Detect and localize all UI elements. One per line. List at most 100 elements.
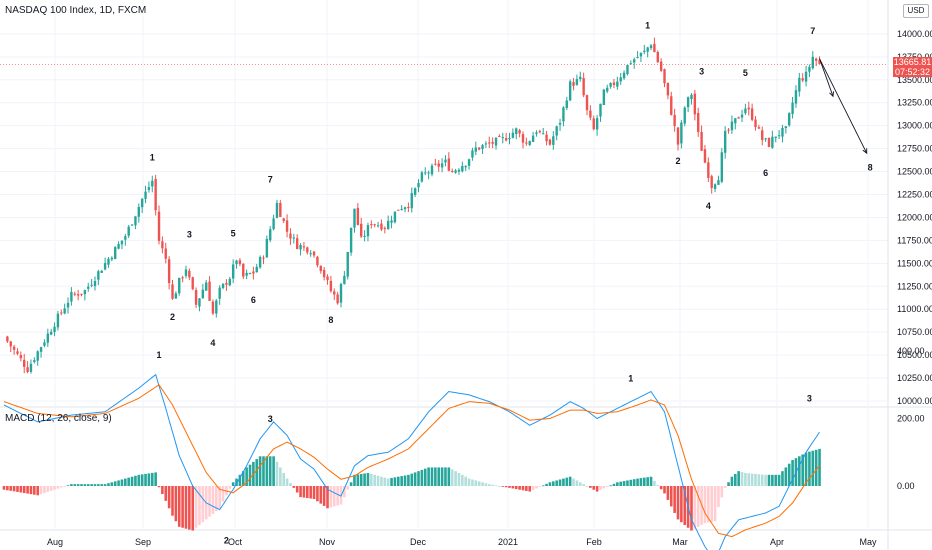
- candle: [481, 143, 484, 155]
- candle: [134, 216, 137, 230]
- candle: [43, 339, 46, 348]
- candle: [477, 147, 481, 151]
- histogram-bar: [582, 484, 585, 486]
- histogram-bar: [444, 467, 447, 486]
- histogram-bar: [646, 477, 649, 486]
- candle: [781, 124, 784, 143]
- histogram-bar: [302, 486, 306, 498]
- candle: [420, 170, 424, 183]
- histogram-bar: [521, 486, 525, 491]
- candle: [471, 147, 474, 161]
- candle: [622, 70, 626, 80]
- candle: [744, 103, 747, 115]
- candle: [798, 72, 801, 97]
- histogram-bar: [366, 473, 370, 486]
- candle: [366, 222, 370, 242]
- price-axis[interactable]: 14000.0013750.0013500.0013250.0013000.00…: [897, 29, 932, 550]
- macd-title: MACD (12, 26, close, 9): [5, 413, 112, 424]
- histogram-bar: [134, 475, 137, 486]
- candle: [767, 137, 771, 148]
- candle: [390, 215, 393, 229]
- time-tick-label: Feb: [586, 537, 602, 547]
- histogram-bar: [757, 474, 761, 486]
- candle: [208, 276, 211, 302]
- histogram-bar: [268, 456, 272, 486]
- candle: [275, 199, 279, 219]
- currency-badge[interactable]: USD: [903, 4, 929, 18]
- candle: [383, 226, 387, 234]
- time-tick-label: Apr: [770, 537, 784, 547]
- candle: [312, 251, 316, 258]
- histogram-bar: [693, 486, 697, 529]
- price-tick-label: 12500.00: [897, 167, 932, 177]
- candle: [451, 168, 454, 173]
- candle: [147, 181, 151, 193]
- histogram-bar: [400, 476, 403, 486]
- histogram-bar: [386, 478, 390, 486]
- candle: [599, 103, 602, 122]
- histogram-bar: [754, 473, 757, 486]
- histogram-bar: [656, 485, 660, 486]
- histogram-bar: [167, 486, 171, 509]
- wave-label: 7: [268, 175, 273, 185]
- candle: [568, 79, 572, 102]
- histogram-bar: [43, 486, 46, 494]
- time-tick-label: Dec: [410, 537, 427, 547]
- projection-arrow[interactable]: [819, 58, 834, 98]
- projection-arrow[interactable]: [819, 58, 868, 155]
- histogram-bar: [309, 486, 312, 499]
- candle: [386, 215, 390, 230]
- candle: [464, 165, 467, 172]
- candle: [211, 299, 215, 315]
- candle: [363, 230, 366, 242]
- candle: [447, 152, 451, 172]
- histogram-bar: [2, 486, 6, 490]
- histogram-bar: [474, 480, 478, 486]
- histogram-bar: [663, 486, 666, 494]
- candle: [542, 127, 545, 135]
- histogram-bar: [595, 486, 599, 492]
- candle: [76, 289, 80, 301]
- candle: [457, 168, 461, 175]
- candle: [639, 52, 643, 63]
- histogram-bar: [83, 484, 87, 486]
- histogram-bar: [555, 480, 558, 486]
- candle: [818, 56, 821, 65]
- histogram-bar: [373, 474, 376, 486]
- histogram-bar: [589, 486, 592, 488]
- candle: [555, 125, 558, 141]
- histogram-bar: [258, 456, 262, 486]
- histogram-bar: [157, 486, 161, 488]
- candle: [616, 76, 619, 90]
- histogram-bar: [410, 473, 414, 486]
- histogram-bar: [12, 486, 16, 492]
- wave-label: 6: [251, 295, 256, 305]
- candle: [144, 185, 147, 204]
- candle: [349, 227, 353, 256]
- histogram-bar: [66, 485, 70, 487]
- histogram-bar: [750, 473, 754, 486]
- time-axis[interactable]: Aug Sep Oct Nov Dec 2021 Feb Mar Apr May: [47, 537, 877, 547]
- candle: [794, 85, 798, 108]
- candle: [646, 46, 649, 58]
- candle: [360, 217, 363, 239]
- candle: [279, 200, 282, 218]
- wave-annotations: 1234567812345678123123: [150, 20, 873, 545]
- candle: [461, 161, 464, 173]
- candle: [353, 208, 356, 233]
- price-tick-label: 10500.00: [897, 350, 932, 360]
- candle: [326, 274, 329, 285]
- candle: [29, 359, 33, 374]
- histogram-bar: [285, 478, 289, 486]
- histogram-bar: [322, 486, 326, 506]
- histogram-bar: [275, 461, 279, 486]
- histogram-bar: [461, 474, 464, 486]
- candle: [437, 159, 440, 172]
- candle: [548, 138, 552, 146]
- histogram-bar: [201, 486, 205, 523]
- candle: [400, 205, 403, 211]
- candle: [407, 202, 410, 213]
- histogram-bar: [265, 456, 269, 486]
- histogram-bar: [56, 486, 60, 489]
